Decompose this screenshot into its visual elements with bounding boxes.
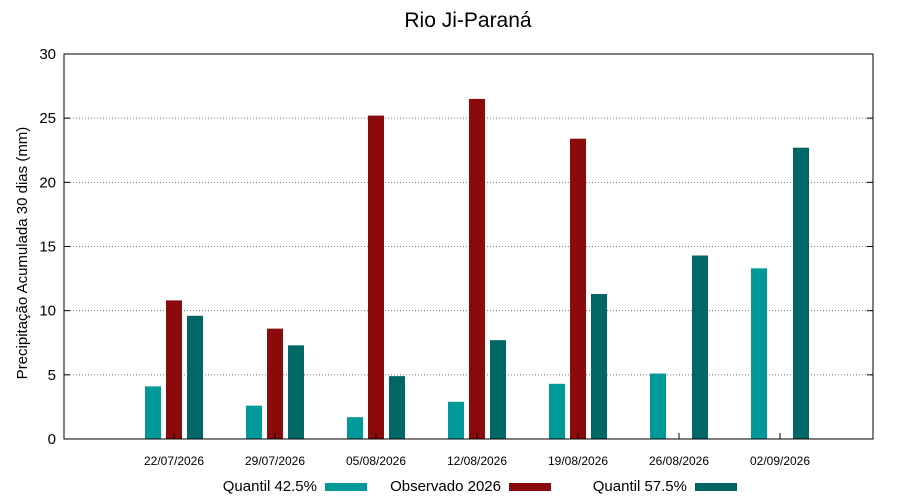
bar — [267, 328, 283, 439]
bar — [692, 255, 708, 439]
legend: Quantil 42.5% Observado 2026 Quantil 57.5% — [223, 478, 737, 495]
y-tick-label: 0 — [48, 431, 56, 448]
bar — [591, 293, 607, 439]
bar — [549, 383, 565, 439]
bar — [347, 417, 363, 439]
x-tick-label: 26/08/2026 — [649, 454, 709, 468]
plot-frame — [63, 53, 874, 440]
y-tick-label: 5 — [48, 367, 56, 384]
bar — [570, 138, 586, 439]
bar — [490, 340, 506, 439]
bar — [246, 405, 262, 439]
legend-label: Quantil 42.5% — [223, 478, 317, 495]
bar — [145, 386, 161, 439]
x-tick-label: 22/07/2026 — [144, 454, 204, 468]
x-tick-label: 19/08/2026 — [548, 454, 608, 468]
bar — [368, 115, 384, 439]
bar — [166, 300, 182, 439]
x-tick-label: 02/09/2026 — [750, 454, 810, 468]
bar — [389, 376, 405, 439]
y-tick-label: 10 — [39, 303, 56, 320]
bar — [288, 345, 304, 439]
legend-label: Observado 2026 — [390, 478, 501, 495]
legend-swatch — [325, 483, 367, 491]
x-tick-label: 29/07/2026 — [245, 454, 305, 468]
x-tick-label: 12/08/2026 — [447, 454, 507, 468]
bar — [793, 147, 809, 439]
y-tick-label: 25 — [39, 110, 56, 127]
legend-swatch — [509, 483, 551, 491]
bar — [187, 315, 203, 439]
bar — [751, 268, 767, 439]
y-tick-label: 20 — [39, 174, 56, 191]
y-tick-label: 15 — [39, 239, 56, 256]
y-axis-label: Precipitação Acumulada 30 dias (mm) — [14, 127, 31, 380]
legend-swatch — [695, 483, 737, 491]
bar — [650, 373, 666, 439]
chart-title: Rio Ji-Paraná — [404, 9, 532, 32]
legend-label: Quantil 57.5% — [593, 478, 687, 495]
bar — [448, 401, 464, 439]
x-tick-label: 05/08/2026 — [346, 454, 406, 468]
y-axis-ticks: 0 5 10 15 20 25 30 — [39, 46, 873, 448]
bars — [145, 98, 809, 440]
bar — [469, 98, 485, 440]
y-tick-label: 30 — [39, 46, 56, 63]
x-axis-ticks: 22/07/2026 29/07/2026 05/08/2026 12/08/2026… — [144, 433, 810, 468]
